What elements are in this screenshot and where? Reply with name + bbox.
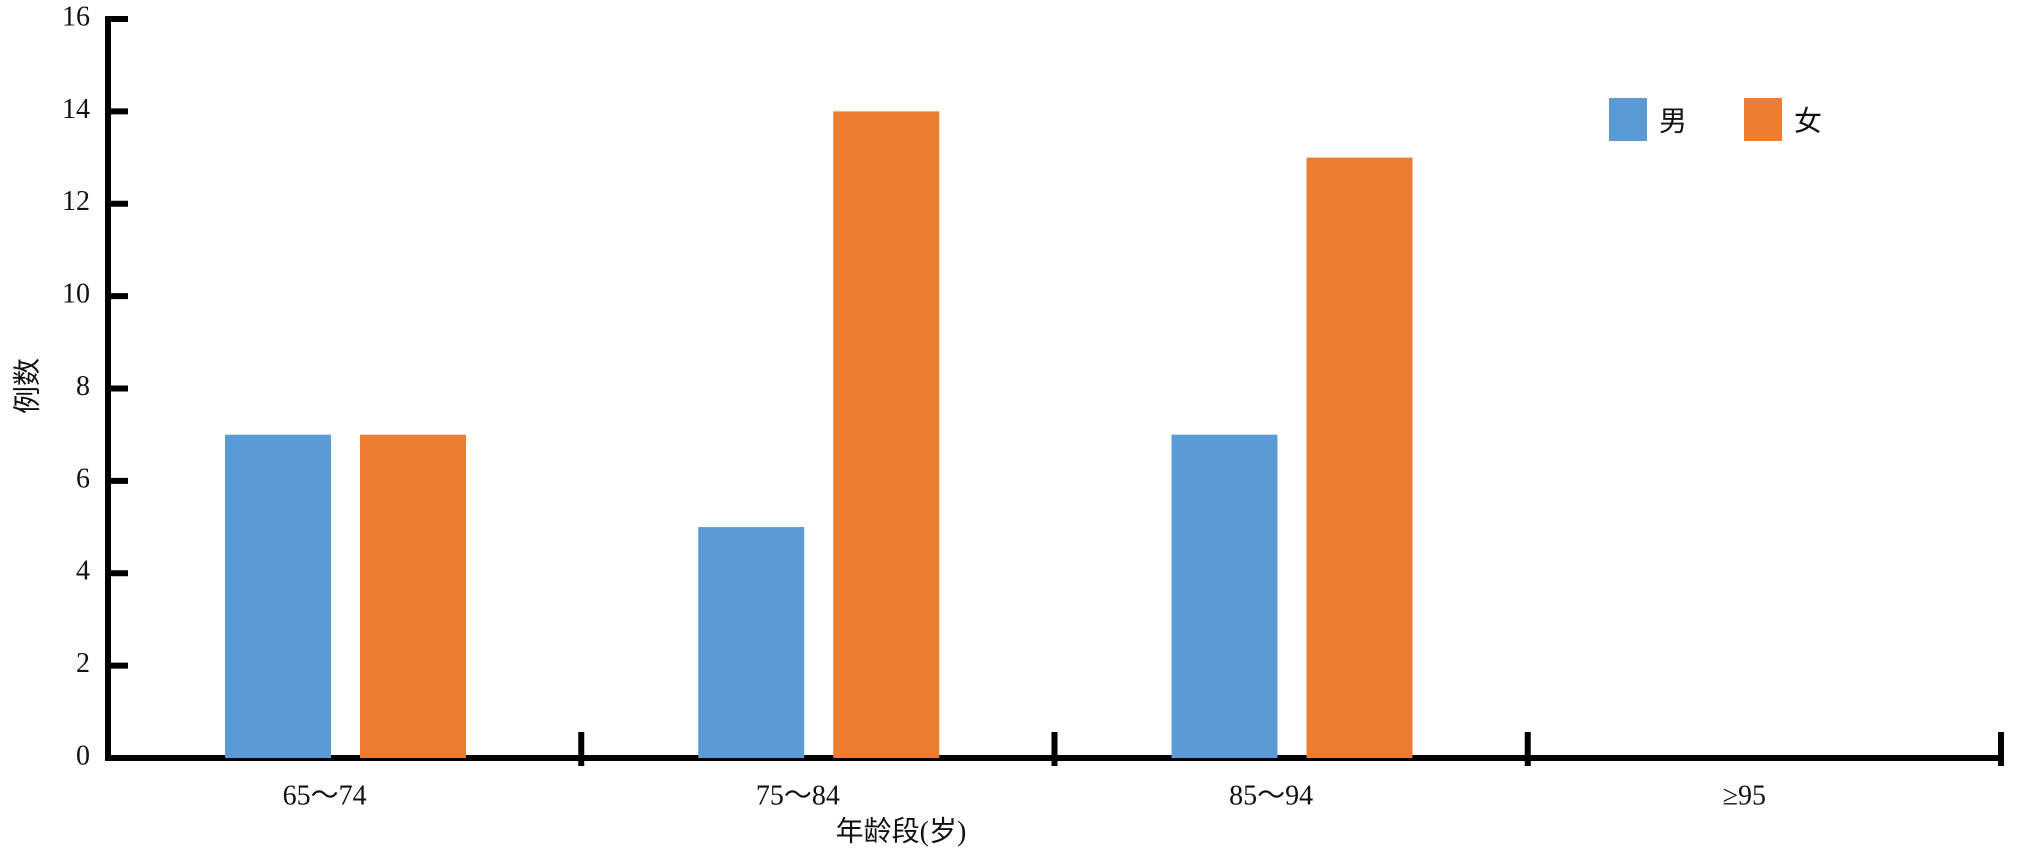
legend-swatch: [1609, 98, 1647, 141]
legend-swatch: [1744, 98, 1782, 141]
bar: [1171, 434, 1278, 758]
bar: [833, 111, 940, 758]
x-tick-label: 85～94: [1229, 780, 1313, 811]
y-tick-label: 0: [76, 740, 90, 771]
y-tick-label: 6: [76, 463, 90, 494]
y-tick-label: 2: [76, 648, 90, 679]
legend-label: 男: [1659, 106, 1687, 137]
x-tick-label: ≥95: [1723, 780, 1766, 811]
y-tick-label: 12: [62, 186, 90, 217]
bar: [1306, 157, 1413, 758]
y-tick-label: 4: [76, 556, 90, 587]
y-tick-label: 14: [62, 94, 90, 125]
y-tick-label: 16: [62, 1, 90, 32]
y-axis-label: 例数: [11, 358, 43, 414]
bar: [698, 527, 805, 758]
bar: [225, 434, 331, 758]
x-tick-label: 75～84: [756, 780, 840, 811]
y-tick-label: 8: [76, 371, 90, 402]
y-tick-label: 10: [62, 279, 90, 310]
x-axis-label: 年龄段(岁): [836, 815, 967, 847]
legend-label: 女: [1794, 105, 1822, 137]
x-tick-label: 65～74: [283, 780, 367, 811]
bar: [360, 434, 466, 758]
